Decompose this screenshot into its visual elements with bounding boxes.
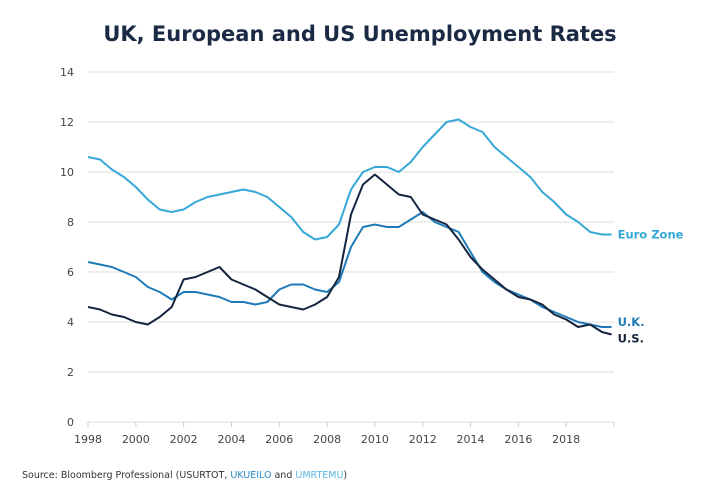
series-label-u-k: U.K. [618,315,645,329]
source-mid: and [271,470,296,481]
series-label-euro-zone: Euro Zone [618,228,684,242]
series-line-euro-zone [87,118,612,241]
series-label-u-s: U.S. [618,332,644,346]
y-tick-label: 8 [67,216,74,229]
y-tick-label: 12 [60,116,74,129]
series-labels: Euro Zone U.K. U.S. [618,228,684,346]
source-note: Source: Bloomberg Professional (USURTOT,… [22,470,347,481]
chart-title: UK, European and US Unemployment Rates [103,22,617,46]
x-tick-label: 2016 [504,433,532,446]
source-eu-code: UMRTEMU [295,470,344,481]
y-tick-label: 0 [67,416,74,429]
y-tick-label: 10 [60,166,74,179]
source-prefix: Source: Bloomberg Professional (USURTOT, [22,470,231,481]
x-tick-label: 2018 [552,433,580,446]
y-tick-label: 14 [60,66,74,79]
x-tick-label: 2006 [265,433,293,446]
source-uk-code: UKUEILO [230,470,272,481]
x-tick-label: 2014 [457,433,485,446]
y-axis: 0 2 4 6 8 10 12 14 [60,66,74,429]
gridlines [88,71,614,423]
series-line-u-k [87,211,612,328]
x-tick-label: 2010 [361,433,389,446]
y-tick-label: 4 [67,316,74,329]
y-tick-label: 6 [67,266,74,279]
series-line-u-s [87,173,612,336]
source-suffix: ) [343,470,348,481]
x-axis: 1998 2000 2002 2004 2006 2008 2010 2012 2014 2016… [74,422,615,446]
series-lines [87,118,612,336]
x-tick-label: 2002 [170,433,198,446]
x-tick-label: 2008 [313,433,341,446]
x-tick-label: 2004 [217,433,245,446]
y-tick-label: 2 [67,366,74,379]
x-tick-label: 2012 [409,433,437,446]
x-tick-label: 2000 [122,433,150,446]
x-tick-label: 1998 [74,433,102,446]
